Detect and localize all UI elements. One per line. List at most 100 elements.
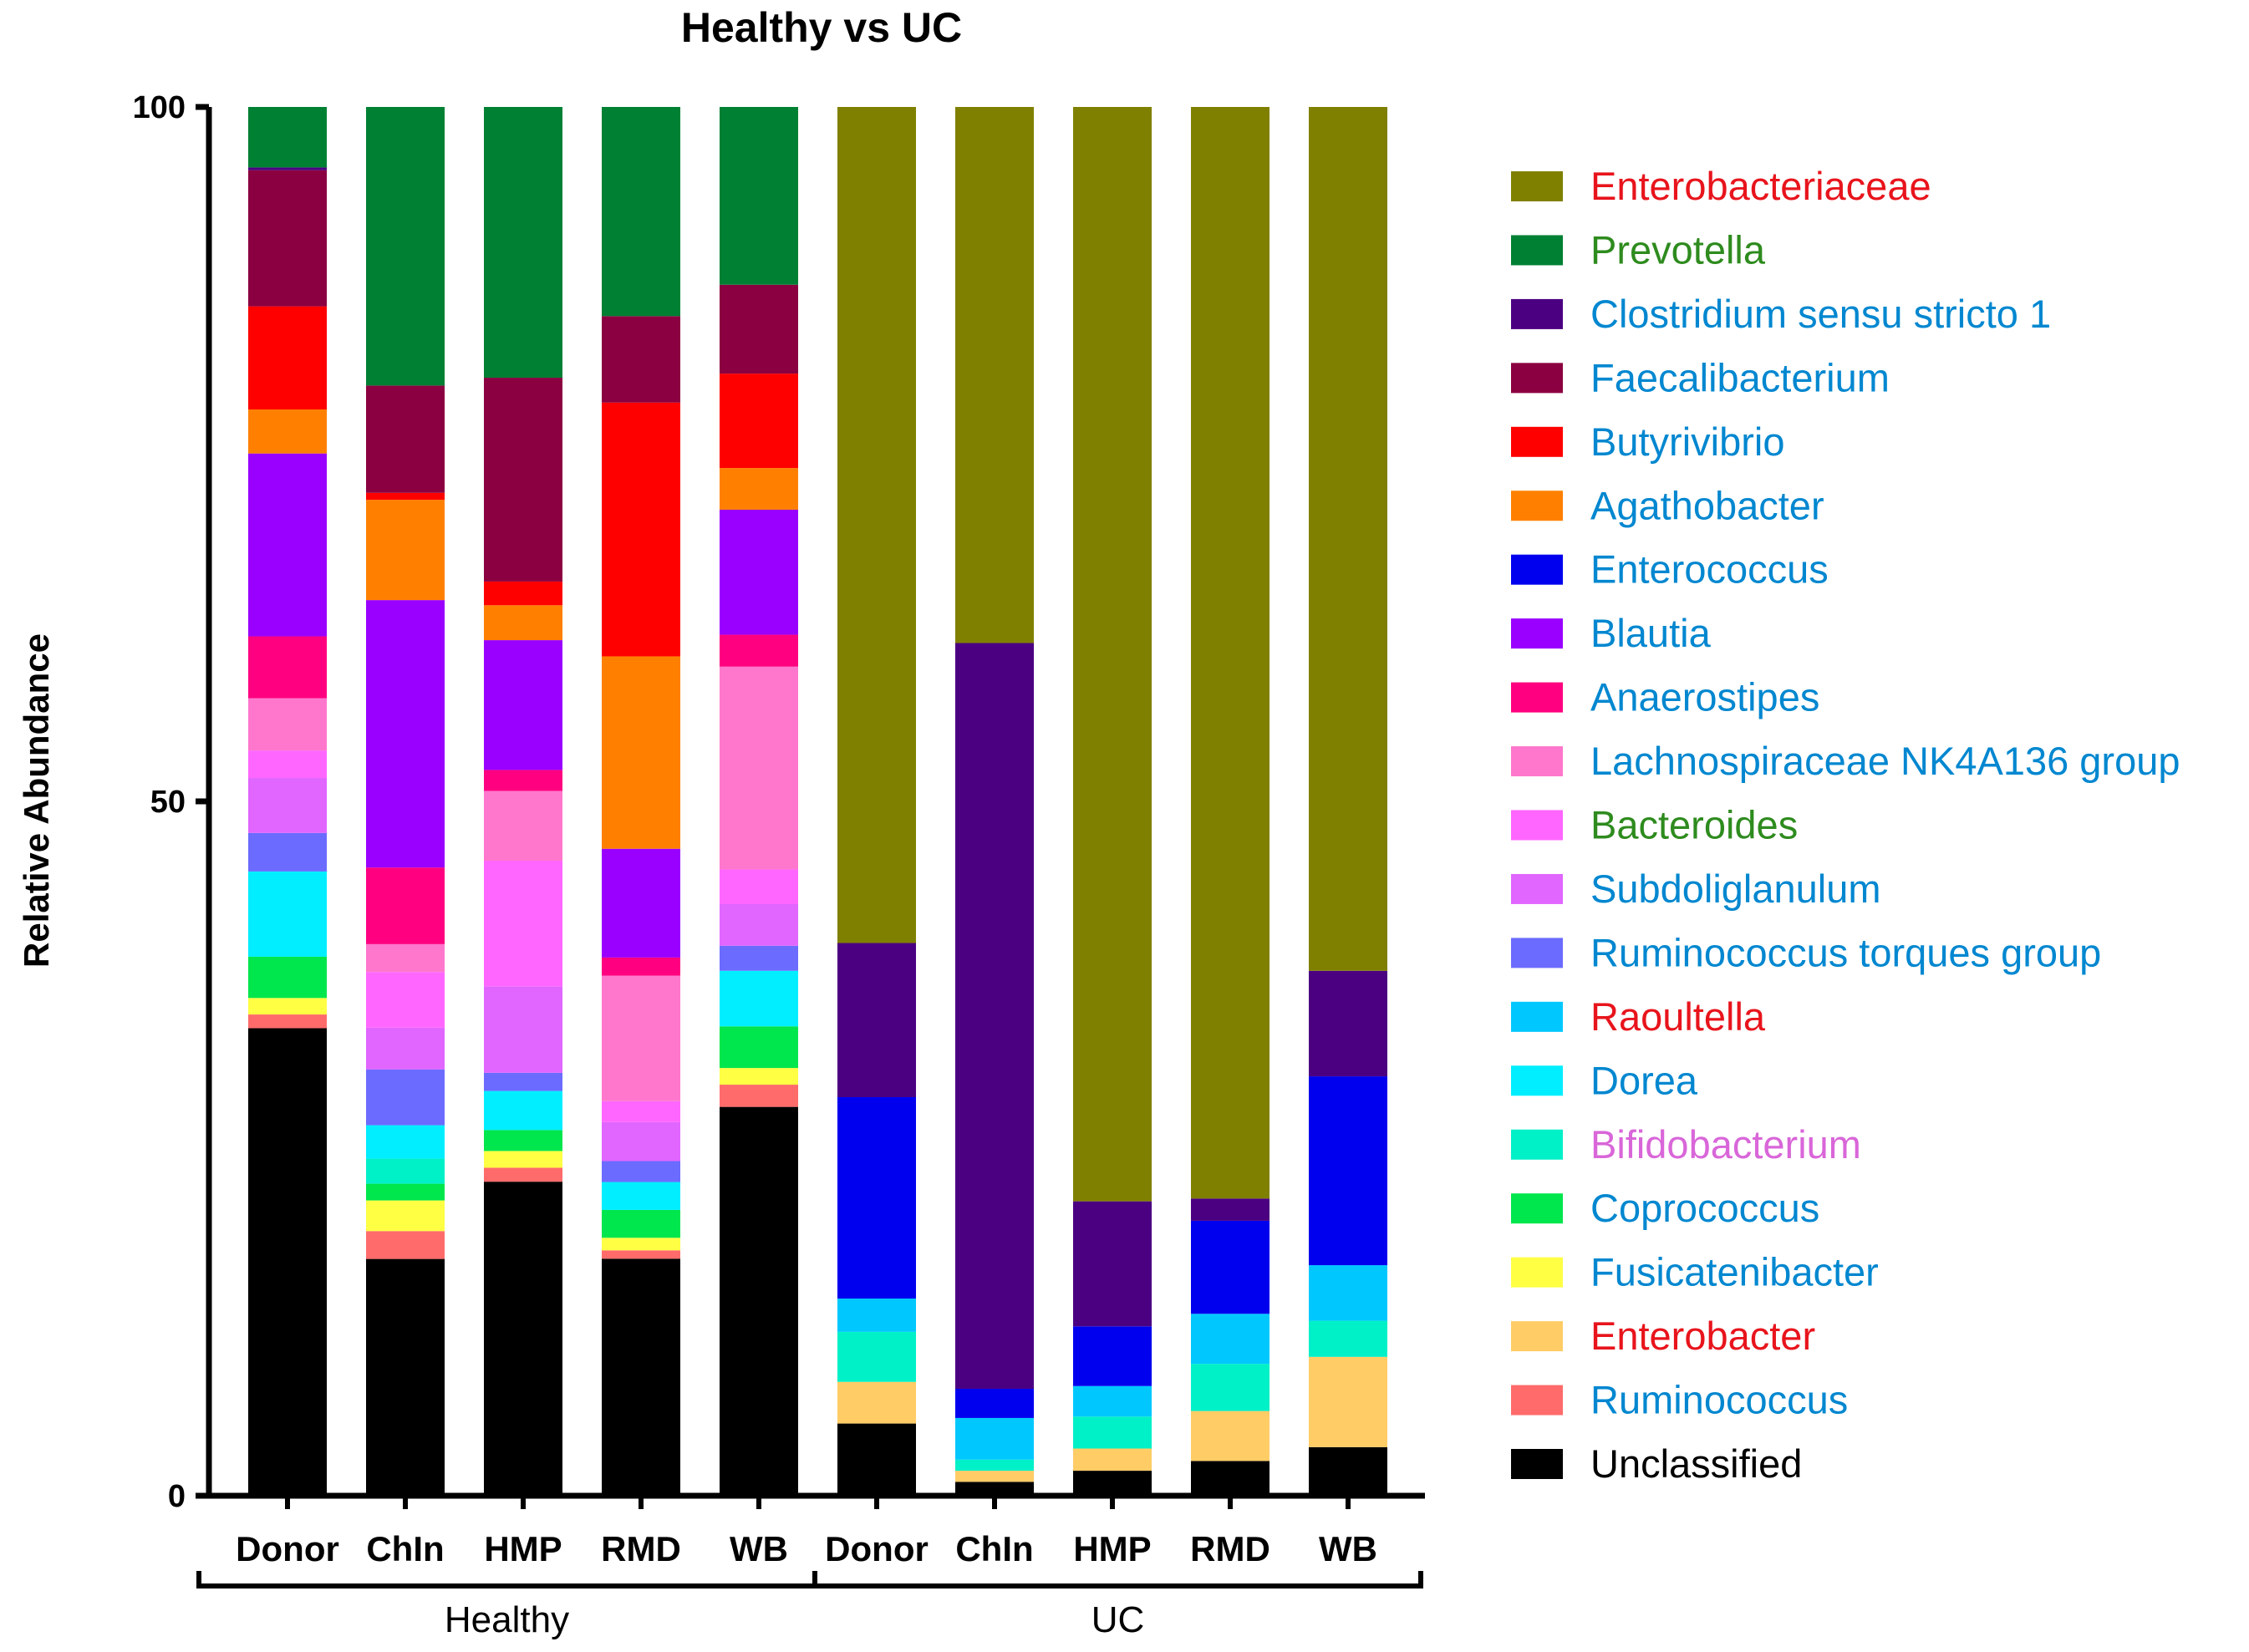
x-tick-label-5: Donor xyxy=(825,1529,929,1568)
bar-segment-subdoliglanulum-0 xyxy=(248,778,327,833)
legend-label-coprococcus: Coprococcus xyxy=(1590,1186,1819,1230)
bar-segment-unclassified-6 xyxy=(955,1482,1034,1496)
bar-segment-faecalibacterium-0 xyxy=(248,170,327,307)
bar-segment-ruminococcus-torques-group-0 xyxy=(248,832,327,872)
legend-swatch-enterobacteriaceae xyxy=(1511,171,1563,201)
x-tick-label-4: WB xyxy=(730,1529,788,1568)
bar-segment-agathobacter-2 xyxy=(484,605,562,641)
bar-segment-lachnospiraceae-nk4a136-group-3 xyxy=(602,975,680,1101)
bar-segment-ruminococcus-0 xyxy=(248,1014,327,1029)
bar-segment-enterobacter-6 xyxy=(955,1471,1034,1482)
x-tick-label-2: HMP xyxy=(484,1529,562,1568)
bar-segment-unclassified-9 xyxy=(1309,1446,1387,1496)
x-axis-groups: Healthy UC xyxy=(196,1571,1423,1640)
bar-segment-faecalibacterium-2 xyxy=(484,378,562,582)
bar-segment-butyrivibrio-2 xyxy=(484,581,562,606)
bar-segment-dorea-3 xyxy=(602,1182,680,1210)
bar-segment-agathobacter-4 xyxy=(720,468,798,510)
legend-label-bacteroides: Bacteroides xyxy=(1590,803,1798,847)
bar-segment-anaerostipes-2 xyxy=(484,770,562,791)
group-label-uc: UC xyxy=(1091,1599,1145,1640)
bar-segment-subdoliglanulum-2 xyxy=(484,986,562,1073)
bar-segment-raoultella-6 xyxy=(955,1417,1034,1460)
x-tick-label-6: ChIn xyxy=(955,1529,1033,1568)
bar-segment-dorea-4 xyxy=(720,970,798,1027)
legend-swatch-bacteroides xyxy=(1511,810,1563,841)
bar-segment-raoultella-7 xyxy=(1073,1385,1152,1417)
chart-title: Healthy vs UC xyxy=(681,4,962,51)
bar-segment-unclassified-7 xyxy=(1073,1471,1152,1496)
legend-swatch-fusicatenibacter xyxy=(1511,1257,1563,1288)
y-axis-ticks: 0 50 100 xyxy=(133,90,209,1514)
bar-segment-prevotella-4 xyxy=(720,107,798,285)
legend-label-clostridium-sensu-stricto-1: Clostridium sensu stricto 1 xyxy=(1590,292,2051,336)
x-tick-label-1: ChIn xyxy=(366,1529,444,1568)
legend-label-bifidobacterium: Bifidobacterium xyxy=(1590,1122,1861,1167)
bar-segment-prevotella-1 xyxy=(366,107,445,386)
legend-label-ruminococcus: Ruminococcus xyxy=(1590,1378,1848,1422)
y-tick-label-50: 50 xyxy=(150,785,186,820)
bar-segment-fusicatenibacter-3 xyxy=(602,1238,680,1251)
bar-segment-enterobacter-5 xyxy=(837,1381,916,1424)
bar-segment-enterobacter-7 xyxy=(1073,1448,1152,1472)
bar-segment-unclassified-1 xyxy=(366,1258,445,1496)
bar-segment-fusicatenibacter-0 xyxy=(248,998,327,1015)
bar-segment-faecalibacterium-3 xyxy=(602,316,680,403)
bar-segment-fusicatenibacter-2 xyxy=(484,1151,562,1168)
bar-segment-unclassified-4 xyxy=(720,1106,798,1496)
bar-segment-raoultella-5 xyxy=(837,1298,916,1332)
bar-segment-subdoliglanulum-3 xyxy=(602,1121,680,1161)
legend-swatch-prevotella xyxy=(1511,235,1563,266)
group-bracket-healthy xyxy=(196,1571,817,1588)
bar-segment-unclassified-3 xyxy=(602,1258,680,1496)
bar-segment-bifidobacterium-7 xyxy=(1073,1416,1152,1449)
legend-label-faecalibacterium: Faecalibacterium xyxy=(1590,355,1890,399)
legend-label-fusicatenibacter: Fusicatenibacter xyxy=(1590,1250,1879,1294)
bar-segment-ruminococcus-torques-group-4 xyxy=(720,945,798,971)
bar-segment-clostridium-sensu-stricto-1-9 xyxy=(1309,970,1387,1077)
legend-swatch-anaerostipes xyxy=(1511,682,1563,713)
bar-segment-blautia-3 xyxy=(602,848,680,958)
x-tick-label-3: RMD xyxy=(601,1529,681,1568)
bar-segment-blautia-1 xyxy=(366,600,445,868)
x-tick-label-8: RMD xyxy=(1190,1529,1270,1568)
bar-segment-blautia-0 xyxy=(248,453,327,637)
bar-segment-fusicatenibacter-4 xyxy=(720,1068,798,1085)
bar-segment-dorea-2 xyxy=(484,1090,562,1131)
bar-segment-clostridium-sensu-stricto-1-7 xyxy=(1073,1201,1152,1327)
bar-segment-bacteroides-0 xyxy=(248,750,327,779)
bar-segment-bacteroides-1 xyxy=(366,972,445,1028)
bar-segment-ruminococcus-2 xyxy=(484,1167,562,1182)
bar-segment-bifidobacterium-1 xyxy=(366,1158,445,1184)
bar-segment-unclassified-5 xyxy=(837,1423,916,1496)
bar-segment-dorea-0 xyxy=(248,871,327,957)
legend: Enterobacteriaceae Prevotella Clostridium … xyxy=(1511,164,2180,1486)
legend-swatch-dorea xyxy=(1511,1065,1563,1096)
x-tick-label-9: WB xyxy=(1319,1529,1377,1568)
bar-segment-enterococcus-8 xyxy=(1191,1220,1270,1314)
legend-label-dorea: Dorea xyxy=(1590,1058,1698,1102)
bar-segment-ruminococcus-3 xyxy=(602,1250,680,1259)
legend-label-unclassified: Unclassified xyxy=(1590,1441,1802,1486)
bar-segment-agathobacter-0 xyxy=(248,409,327,454)
bar-segment-bacteroides-4 xyxy=(720,869,798,904)
bar-segment-agathobacter-3 xyxy=(602,656,680,849)
bar-segment-ruminococcus-4 xyxy=(720,1085,798,1107)
bar-segment-clostridium-sensu-stricto-1-5 xyxy=(837,943,916,1098)
bar-segment-agathobacter-1 xyxy=(366,500,445,601)
legend-swatch-coprococcus xyxy=(1511,1193,1563,1224)
bar-segment-dorea-1 xyxy=(366,1125,445,1159)
bar-segment-anaerostipes-3 xyxy=(602,957,680,976)
legend-swatch-bifidobacterium xyxy=(1511,1129,1563,1160)
legend-swatch-butyrivibrio xyxy=(1511,426,1563,457)
bar-segment-anaerostipes-4 xyxy=(720,634,798,667)
bar-stacks xyxy=(248,107,1387,1496)
bar-segment-enterobacteriaceae-9 xyxy=(1309,107,1387,971)
bar-segment-coprococcus-4 xyxy=(720,1026,798,1069)
bar-segment-lachnospiraceae-nk4a136-group-0 xyxy=(248,698,327,751)
legend-swatch-ruminococcus xyxy=(1511,1385,1563,1416)
bar-segment-faecalibacterium-1 xyxy=(366,385,445,493)
x-tick-label-0: Donor xyxy=(236,1529,339,1568)
legend-swatch-enterococcus xyxy=(1511,554,1563,585)
legend-swatch-faecalibacterium xyxy=(1511,363,1563,394)
